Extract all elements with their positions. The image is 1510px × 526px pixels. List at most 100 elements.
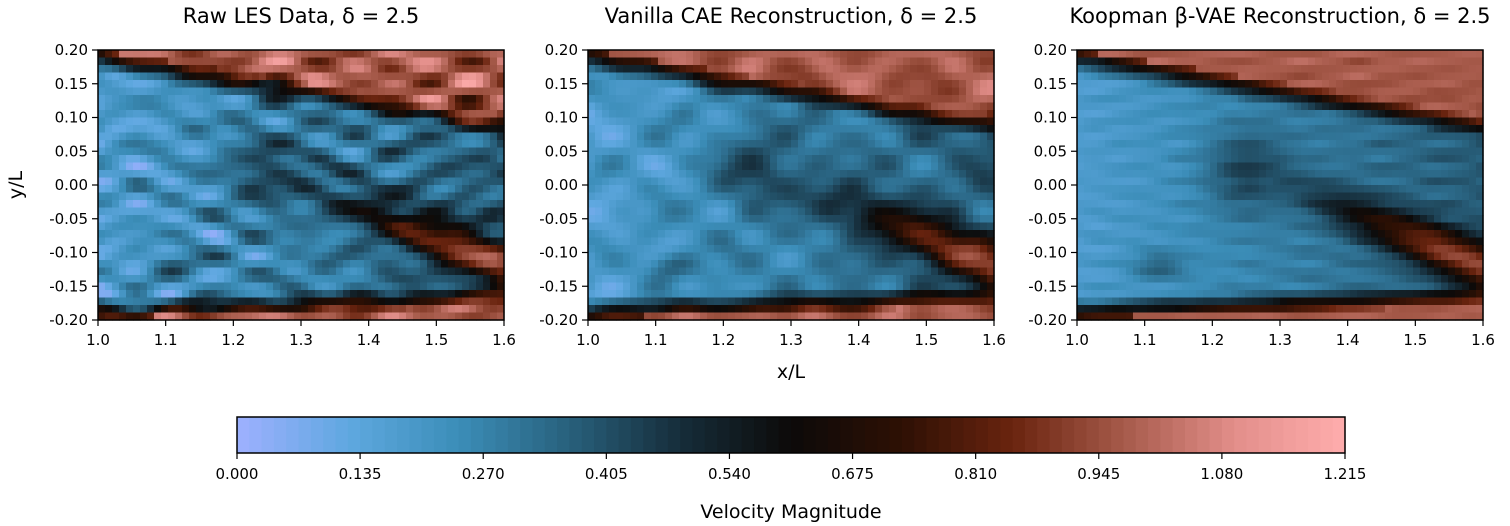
- heatmap-cell: [861, 207, 869, 216]
- heatmap-cell: [266, 230, 274, 239]
- heatmap-cell: [903, 132, 911, 141]
- heatmap-cell: [742, 177, 750, 186]
- heatmap-cell: [280, 290, 288, 299]
- heatmap-cell: [147, 177, 155, 186]
- heatmap-cell: [1077, 80, 1085, 89]
- heatmap-cell: [966, 237, 974, 246]
- heatmap-cell: [280, 147, 288, 156]
- heatmap-cell: [798, 102, 806, 111]
- heatmap-cell: [301, 147, 309, 156]
- heatmap-cell: [616, 305, 624, 314]
- heatmap-cell: [406, 80, 414, 89]
- heatmap-cell: [441, 312, 449, 321]
- heatmap-cell: [987, 297, 995, 306]
- heatmap-cell: [602, 282, 610, 291]
- heatmap-cell: [231, 95, 239, 104]
- heatmap-cell: [959, 185, 967, 194]
- heatmap-cell: [413, 260, 421, 269]
- heatmap-cell: [182, 275, 190, 284]
- heatmap-cell: [1084, 50, 1092, 59]
- heatmap-cell: [833, 80, 841, 89]
- heatmap-cell: [819, 192, 827, 201]
- heatmap-cell: [1371, 125, 1379, 134]
- heatmap-cell: [1322, 132, 1330, 141]
- heatmap-cell: [224, 50, 232, 59]
- heatmap-cell: [840, 222, 848, 231]
- heatmap-cell: [392, 102, 400, 111]
- heatmap-cell: [1224, 140, 1232, 149]
- heatmap-cell: [770, 305, 778, 314]
- heatmap-cell: [833, 177, 841, 186]
- heatmap-cell: [980, 177, 988, 186]
- heatmap-cell: [784, 185, 792, 194]
- heatmap-cell: [147, 102, 155, 111]
- heatmap-cell: [238, 147, 246, 156]
- heatmap-cell: [357, 87, 365, 96]
- heatmap-cell: [1175, 80, 1183, 89]
- heatmap-cell: [455, 125, 463, 134]
- heatmap-cell: [987, 155, 995, 164]
- heatmap-cell: [168, 50, 176, 59]
- heatmap-cell: [490, 252, 498, 261]
- heatmap-cell: [448, 252, 456, 261]
- heatmap-cell: [140, 50, 148, 59]
- heatmap-cell: [336, 207, 344, 216]
- heatmap-cell: [350, 110, 358, 119]
- heatmap-cell: [224, 87, 232, 96]
- heatmap-cell: [378, 57, 386, 66]
- heatmap-cell: [154, 207, 162, 216]
- heatmap-cell: [854, 312, 862, 321]
- heatmap-cell: [119, 102, 127, 111]
- heatmap-cell: [378, 80, 386, 89]
- heatmap-cell: [210, 125, 218, 134]
- heatmap-cell: [742, 140, 750, 149]
- heatmap-cell: [623, 290, 631, 299]
- heatmap-cell: [756, 252, 764, 261]
- heatmap-cell: [623, 185, 631, 194]
- heatmap-cell: [98, 185, 106, 194]
- heatmap-cell: [1448, 117, 1456, 126]
- heatmap-cell: [987, 170, 995, 179]
- heatmap-cell: [889, 260, 897, 269]
- heatmap-cell: [392, 252, 400, 261]
- heatmap-cell: [105, 162, 113, 171]
- heatmap-cell: [987, 215, 995, 224]
- heatmap-cell: [665, 147, 673, 156]
- heatmap-cell: [287, 282, 295, 291]
- heatmap-cell: [427, 65, 435, 74]
- heatmap-cell: [315, 267, 323, 276]
- heatmap-cell: [917, 230, 925, 239]
- heatmap-cell: [952, 267, 960, 276]
- heatmap-cell: [147, 290, 155, 299]
- heatmap-cell: [700, 50, 708, 59]
- heatmap-cell: [931, 267, 939, 276]
- heatmap-cell: [1161, 57, 1169, 66]
- heatmap-cell: [623, 312, 631, 321]
- heatmap-cell: [1210, 87, 1218, 96]
- heatmap-cell: [98, 312, 106, 321]
- heatmap-cell: [686, 207, 694, 216]
- heatmap-cell: [826, 305, 834, 314]
- heatmap-cell: [756, 192, 764, 201]
- heatmap-cell: [1336, 95, 1344, 104]
- heatmap-cell: [805, 252, 813, 261]
- heatmap-cell: [357, 140, 365, 149]
- heatmap-cell: [301, 207, 309, 216]
- heatmap-cell: [329, 147, 337, 156]
- heatmap-cell: [693, 260, 701, 269]
- heatmap-cell: [280, 155, 288, 164]
- heatmap-cell: [686, 65, 694, 74]
- heatmap-cell: [392, 155, 400, 164]
- heatmap-cell: [966, 185, 974, 194]
- heatmap-cell: [336, 140, 344, 149]
- heatmap-cell: [889, 267, 897, 276]
- heatmap-cell: [161, 230, 169, 239]
- heatmap-cell: [301, 215, 309, 224]
- heatmap-cell: [448, 80, 456, 89]
- heatmap-cell: [161, 222, 169, 231]
- heatmap-cell: [1287, 110, 1295, 119]
- heatmap-cell: [273, 282, 281, 291]
- heatmap-cell: [378, 117, 386, 126]
- heatmap-cell: [413, 305, 421, 314]
- heatmap-cell: [455, 65, 463, 74]
